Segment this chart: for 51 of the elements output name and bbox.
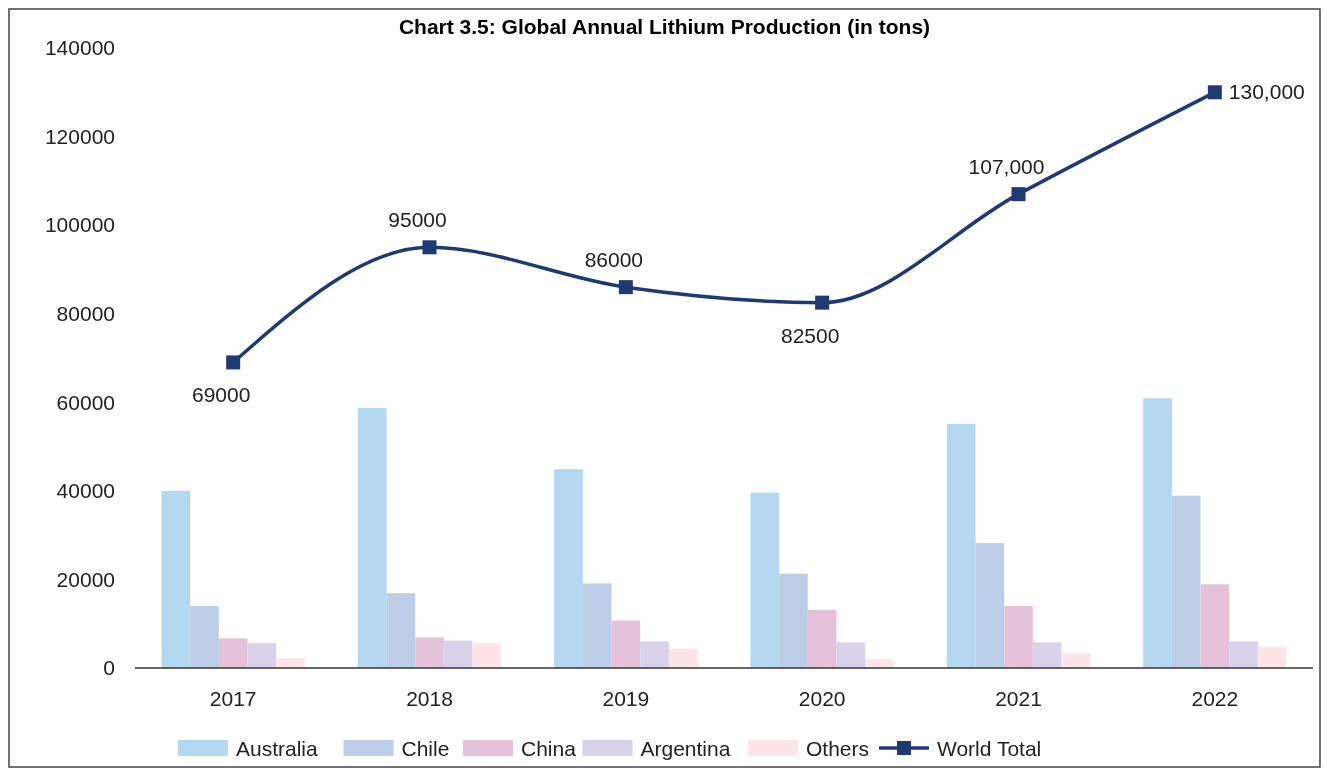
x-tick-label: 2019 (602, 687, 650, 710)
data-label: 82500 (780, 323, 840, 347)
bar (668, 648, 698, 668)
bar (443, 640, 473, 668)
data-label: 69000 (191, 383, 251, 407)
point (618, 280, 633, 295)
legend-label: Chile (401, 737, 450, 760)
bar (836, 642, 866, 668)
point (1207, 85, 1222, 100)
bar (1257, 647, 1287, 668)
y-tick-label: 80000 (56, 302, 115, 326)
bar (218, 638, 248, 668)
bar (415, 637, 444, 668)
bar (640, 641, 669, 668)
x-tick-label: 2021 (995, 687, 1042, 710)
bar (865, 659, 894, 668)
point (226, 355, 241, 370)
point (815, 295, 830, 310)
data-label: 130,000 (1228, 80, 1305, 104)
bar (1200, 584, 1230, 668)
legend-label: World Total (937, 737, 1042, 760)
bar (1229, 641, 1258, 668)
y-tick-label: 0 (103, 656, 115, 680)
legend-label: Argentina (640, 737, 731, 760)
x-tick-label: 2017 (209, 687, 257, 710)
bar (1032, 642, 1062, 668)
y-tick-label: 120000 (44, 124, 115, 148)
bar (247, 643, 277, 668)
y-tick-label: 20000 (56, 567, 115, 591)
bar (1004, 606, 1033, 668)
legend-label: Australia (236, 737, 319, 760)
x-tick-label: 2022 (1191, 687, 1239, 710)
x-tick-label: 2018 (406, 687, 453, 710)
chart-title: Chart 3.5: Global Annual Lithium Production (in tons) (398, 15, 931, 38)
data-label: 95000 (388, 208, 447, 232)
legend-label: China (521, 737, 577, 760)
bar (276, 658, 305, 668)
data-label: 107,000 (968, 155, 1045, 179)
point (1011, 187, 1026, 202)
y-tick-label: 60000 (56, 390, 115, 414)
bar (807, 609, 837, 668)
y-tick-label: 40000 (56, 479, 115, 503)
bar (472, 643, 502, 668)
data-label: 86000 (584, 248, 644, 272)
x-tick-label: 2020 (798, 687, 846, 710)
y-tick-label: 100000 (44, 213, 115, 237)
bar (1061, 653, 1091, 668)
legend-label: Others (806, 737, 870, 760)
point (422, 240, 437, 255)
y-tick-label: 140000 (44, 36, 115, 60)
bar (611, 620, 641, 668)
